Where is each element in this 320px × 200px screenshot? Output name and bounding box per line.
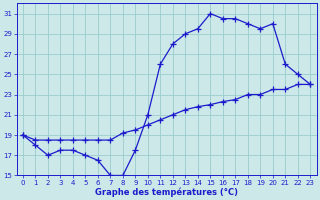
X-axis label: Graphe des températures (°C): Graphe des températures (°C)	[95, 187, 238, 197]
